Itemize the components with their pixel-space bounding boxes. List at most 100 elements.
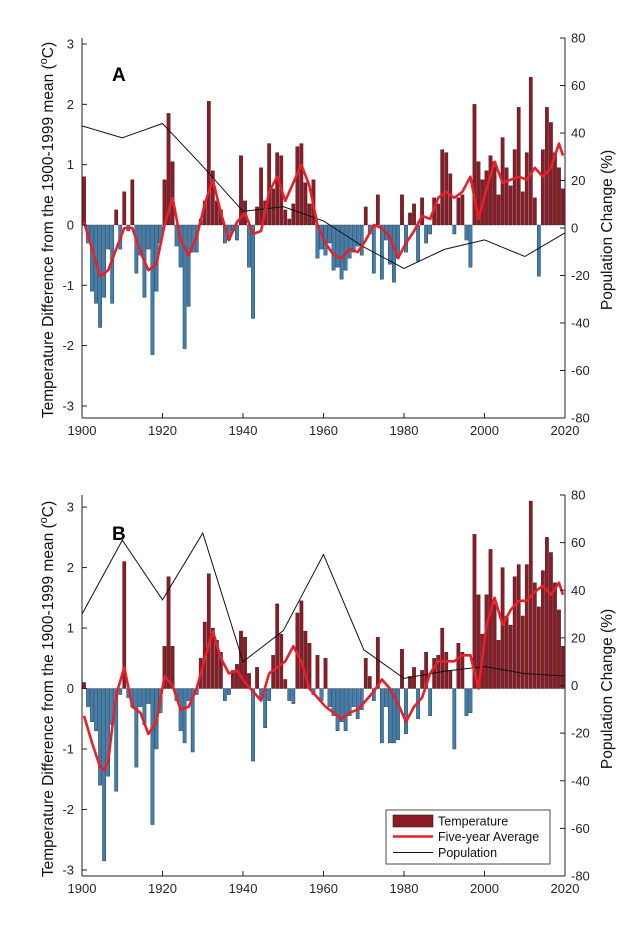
panel-a-bar-1976: [388, 224, 392, 265]
panel-a-bar-1950: [283, 209, 288, 226]
panel-b-bar-1976: [388, 688, 392, 744]
panel-b-bar-2009: [520, 615, 525, 689]
panel-b-bar-1974: [379, 688, 384, 744]
panel-b-bar-2005: [504, 615, 509, 689]
panel-a-bar-1931: [206, 101, 211, 226]
panel-b-bar-1914: [138, 688, 143, 707]
panel-a-bar-1961: [327, 224, 332, 244]
panel-b-bar-1997: [472, 534, 477, 689]
panel-b-bar-1977: [392, 688, 396, 744]
panel-a-bar-1991: [448, 173, 453, 226]
panel-b-bar-2014: [540, 570, 545, 689]
panel-b-bar-1905: [102, 688, 107, 862]
panel-a-bar-2014: [540, 149, 545, 226]
panel-a-bar-1953: [295, 146, 300, 226]
panel-a-bar-1944: [259, 167, 263, 226]
panel-a-bar-1992: [452, 224, 457, 235]
panel-a-rtick-label-0: 0: [571, 221, 578, 236]
panel-a-bar-2015: [545, 107, 549, 226]
panel-b-bar-1979: [400, 649, 404, 689]
panel-a-bar-2013: [536, 224, 541, 277]
panel-a-left-axis-label: Temperature Difference from the 1900-199…: [38, 42, 57, 418]
panel-a-bar-1912: [130, 179, 135, 226]
panel-a-bar-1966: [347, 224, 352, 259]
panel-b-bar-1982: [412, 667, 416, 689]
panel-b-xtick-label-1900: 1900: [68, 881, 97, 896]
panel-b-bar-1916: [146, 688, 151, 704]
panel-b-bar-1966: [347, 688, 352, 716]
panel-a-bar-1954: [299, 143, 304, 226]
panel-a-ytick-label-2: 2: [67, 97, 74, 112]
panel-b-bar-1965: [343, 688, 348, 732]
panel-a-bar-1952: [291, 203, 296, 226]
panel-b-population-line: [81, 531, 566, 679]
panel-b: 1900 1920 1940 1960 1980 2000 2020 -3 -2 -1 0 1 2 3 -8…: [38, 488, 616, 897]
panel-a-bar-1969: [359, 224, 364, 256]
panel-b-rtick-label-80: 80: [571, 488, 585, 503]
panel-a-temperature-bars: [82, 77, 565, 355]
panel-a-ytick-label-0: 0: [67, 217, 74, 232]
panel-b-bar-1980: [404, 688, 408, 735]
panel-b-ytick-label--1: -1: [62, 742, 74, 757]
panel-b-five-year-average-line: [82, 581, 565, 772]
panel-a-bar-1981: [408, 212, 412, 226]
panel-a-bar-1982: [412, 203, 416, 226]
panel-a-bar-1956: [307, 203, 312, 226]
panel-a-bar-2010: [524, 152, 529, 226]
panel-b-rtick-label--60: -60: [571, 821, 590, 836]
panel-b-bar-1936: [227, 688, 231, 695]
panel-b-bar-1904: [98, 688, 102, 786]
panel-b-ytick-label-1: 1: [67, 621, 74, 636]
legend: Temperature Five-year Average Population: [385, 809, 551, 865]
panel-a-bar-1925: [182, 224, 187, 349]
panel-a-xtick-label-1900: 1900: [68, 423, 97, 438]
panel-a-bar-1979: [400, 194, 404, 226]
panel-a-bar-1993: [456, 197, 461, 226]
panel-b-bar-1926: [186, 688, 191, 701]
panel-b-bar-1937: [231, 670, 235, 689]
panel-b-xtick-label-1960: 1960: [309, 881, 338, 896]
panel-a-bar-1985: [424, 224, 429, 244]
panel-b-bar-1954: [299, 600, 304, 689]
panel-b-bar-1943: [255, 667, 259, 689]
panel-b-bar-1996: [468, 688, 473, 713]
panel-a-bar-2007: [512, 149, 517, 226]
panel-b-bar-1922: [170, 646, 175, 689]
panel-b-ytick-label--3: -3: [62, 862, 74, 877]
legend-temperature-swatch: [392, 814, 434, 828]
panel-b-bar-1900: [82, 682, 86, 689]
panel-b-rtick-label-40: 40: [571, 583, 585, 598]
panel-b-xtick-label-1940: 1940: [229, 881, 258, 896]
panel-a-rtick-label--80: -80: [571, 411, 590, 426]
panel-b-ytick-label-2: 2: [67, 560, 74, 575]
panel-b-bar-1993: [456, 642, 461, 689]
panel-a-bar-1965: [343, 224, 348, 271]
panel-b-rtick-label-20: 20: [571, 630, 585, 645]
panel-a-bar-1973: [375, 194, 380, 226]
panel-b-bar-2007: [512, 576, 517, 689]
panel-b-bar-1969: [359, 688, 364, 710]
panel-a-bar-2016: [549, 122, 553, 226]
panel-b-bar-1940: [243, 636, 247, 689]
panel-b-bar-1992: [452, 688, 457, 750]
panel-a-bar-1939: [239, 155, 243, 226]
panel-a-bar-2008: [516, 107, 521, 226]
panel-b-bar-1950: [283, 679, 288, 689]
panel-a-xtick-label-2020: 2020: [551, 423, 580, 438]
panel-b-bar-1910: [122, 561, 127, 689]
panel-a-bar-1997: [472, 104, 477, 226]
panel-a-rtick-label-60: 60: [571, 78, 585, 93]
panel-b-bar-1994: [460, 652, 465, 689]
panel-b-right-axis-label: Population Change (%): [599, 609, 616, 769]
panel-a-bar-1908: [114, 209, 119, 226]
panel-a-axes: 1900 1920 1940 1960 1980 2000 2020 -3 -2 -1 0 1 2 3 -8…: [62, 31, 589, 439]
panel-b-bar-1962: [331, 688, 336, 716]
panel-a-bar-1955: [303, 182, 308, 226]
panel-b-bar-2018: [557, 609, 561, 689]
panel-b-bar-1973: [375, 636, 380, 689]
panel-b-bar-1978: [396, 688, 400, 741]
panel-a-bar-1946: [267, 143, 272, 226]
panel-b-bar-1968: [355, 688, 360, 719]
panel-a-bar-2002: [492, 161, 497, 226]
